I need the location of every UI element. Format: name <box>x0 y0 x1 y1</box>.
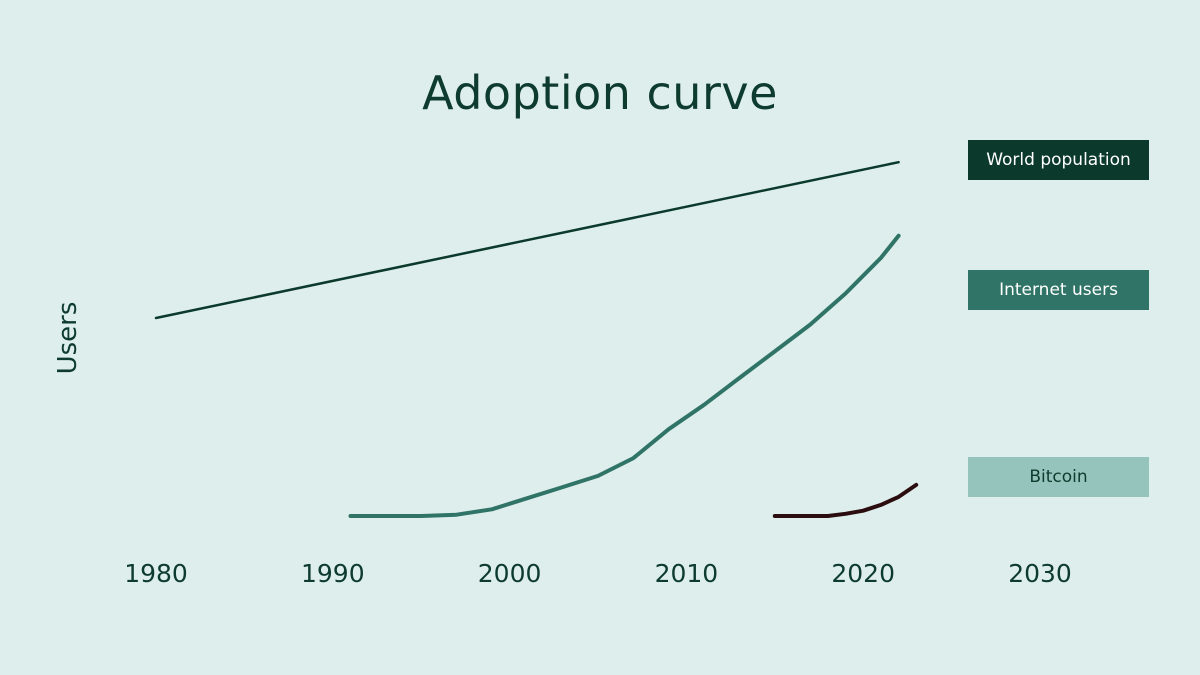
x-tick-label: 2000 <box>478 559 542 588</box>
legend-label: Internet users <box>999 280 1118 300</box>
x-tick-label: 2030 <box>1008 559 1072 588</box>
series-line-internet-users <box>348 233 901 518</box>
x-tick-label: 1990 <box>301 559 365 588</box>
legend-internet-users: Internet users <box>968 270 1149 310</box>
x-tick-label: 2020 <box>831 559 895 588</box>
x-tick-label: 1980 <box>124 559 188 588</box>
legend-world-population: World population <box>968 140 1149 180</box>
series-line-world-population <box>154 160 900 320</box>
chart-title: Adoption curve <box>422 66 778 120</box>
series-line-bitcoin <box>772 482 919 518</box>
legend-bitcoin: Bitcoin <box>968 457 1149 497</box>
legend-label: World population <box>986 150 1131 170</box>
x-tick-label: 2010 <box>655 559 719 588</box>
legend-label: Bitcoin <box>1029 467 1088 487</box>
